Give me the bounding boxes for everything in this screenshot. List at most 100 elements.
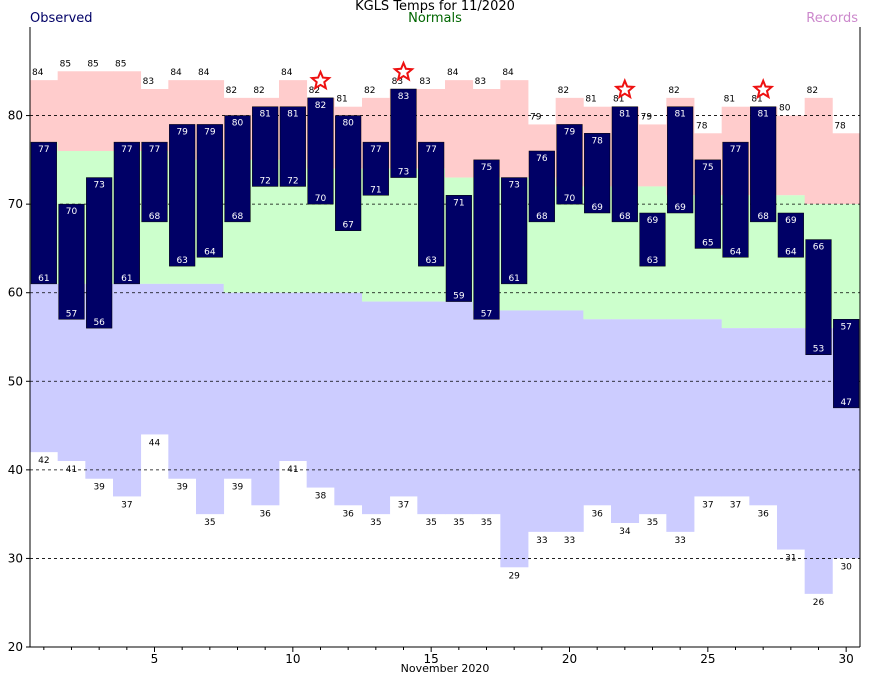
record-low-label: 42: [38, 456, 49, 466]
observed-low-label: 68: [232, 212, 244, 222]
record-low-band: [611, 319, 640, 523]
y-tick-label: 30: [8, 551, 23, 565]
record-high-band: [445, 80, 474, 178]
normal-band: [832, 204, 861, 329]
observed-bar: [390, 88, 417, 178]
observed-low-label: 57: [66, 309, 77, 319]
observed-bar: [58, 203, 85, 320]
x-tick-label: 10: [285, 652, 300, 666]
observed-high-label: 66: [813, 243, 825, 253]
record-low-label: 34: [619, 527, 631, 537]
observed-high-label: 79: [204, 127, 216, 137]
record-high-band: [113, 71, 142, 151]
record-low-label: 44: [149, 438, 161, 448]
observed-bar: [141, 141, 168, 223]
observed-low-label: 63: [425, 256, 436, 266]
record-low-label: 30: [840, 562, 852, 572]
record-low-band: [389, 301, 418, 497]
observed-bar: [667, 106, 694, 214]
record-low-label: 36: [757, 509, 769, 519]
y-tick-label: 50: [8, 374, 23, 388]
record-high-label: 83: [475, 77, 486, 87]
record-low-band: [362, 301, 391, 515]
record-high-label: 82: [807, 86, 818, 96]
record-high-label: 78: [834, 121, 846, 131]
x-tick-label: 15: [424, 652, 439, 666]
record-low-band: [196, 283, 225, 515]
observed-bar: [86, 177, 113, 329]
record-low-band: [694, 319, 723, 497]
record-high-label: 80: [779, 104, 791, 114]
normal-band: [389, 168, 418, 302]
observed-high-label: 69: [785, 216, 797, 226]
record-high-band: [85, 71, 114, 151]
observed-bar: [501, 177, 528, 285]
chart-title: KGLS Temps for 11/2020: [355, 0, 515, 14]
observed-bar: [418, 141, 445, 267]
record-low-label: 36: [259, 509, 271, 519]
observed-bar: [833, 319, 860, 409]
record-star: [392, 60, 415, 82]
observed-high-label: 57: [840, 322, 851, 332]
record-low-band: [306, 292, 335, 488]
observed-high-label: 81: [757, 110, 768, 120]
observed-low-label: 64: [204, 247, 216, 257]
record-low-label: 35: [647, 518, 658, 528]
data-labels: 77 61 84 42 70 57 85 41 73 56 85 39 77 61 85 37 77 68 83 44…: [32, 59, 852, 608]
record-low-label: 36: [342, 509, 354, 519]
record-low-band: [334, 292, 363, 506]
record-high-label: 81: [613, 95, 624, 105]
observed-bar: [750, 106, 777, 223]
record-low-band: [749, 328, 778, 506]
observed-low-label: 68: [536, 212, 548, 222]
record-high-label: 84: [32, 68, 44, 78]
observed-low-label: 71: [370, 185, 381, 195]
record-low-band: [472, 310, 501, 515]
record-low-label: 35: [425, 518, 436, 528]
record-high-label: 82: [226, 86, 237, 96]
record-high-band: [638, 124, 667, 187]
axes: 20 30 40 50 60 70 80 5 10 15 20 25 30 November 2020: [8, 27, 861, 675]
record-low-band: [223, 292, 252, 479]
observed-low-label: 69: [591, 203, 603, 213]
record-low-label: 37: [121, 500, 132, 510]
record-high-band: [140, 89, 169, 151]
y-tick-label: 80: [8, 109, 23, 123]
observed-high-label: 81: [287, 110, 298, 120]
record-low-label: 39: [93, 483, 105, 493]
record-high-label: 82: [558, 86, 569, 96]
observed-high-label: 76: [536, 154, 548, 164]
record-low-label: 41: [66, 465, 77, 475]
observed-high-label: 75: [481, 163, 492, 173]
record-high-label: 85: [60, 59, 71, 69]
y-tick-label: 20: [8, 640, 23, 654]
observed-high-label: 80: [342, 119, 354, 129]
y-tick-label: 70: [8, 197, 23, 211]
observed-bar: [584, 133, 611, 214]
observed-high-label: 77: [730, 145, 741, 155]
observed-low-label: 63: [176, 256, 187, 266]
observed-bar: [279, 106, 306, 187]
record-high-label: 82: [253, 86, 264, 96]
record-low-label: 26: [813, 598, 825, 608]
observed-bar: [196, 124, 223, 258]
record-high-label: 85: [115, 59, 126, 69]
observed-high-label: 78: [591, 136, 603, 146]
observed-bar: [362, 141, 389, 196]
record-high-label: 84: [447, 68, 459, 78]
record-low-label: 36: [591, 509, 603, 519]
record-high-label: 79: [641, 112, 653, 122]
observed-high-label: 81: [259, 110, 270, 120]
observed-high-label: 79: [176, 127, 188, 137]
record-star: [309, 69, 332, 91]
observed-low-label: 70: [564, 194, 576, 204]
observed-low-label: 61: [121, 274, 132, 284]
record-high-label: 82: [364, 86, 375, 96]
record-low-band: [113, 283, 142, 497]
observed-bar: [30, 141, 57, 285]
record-low-label: 29: [508, 571, 520, 581]
record-high-label: 84: [502, 68, 514, 78]
observed-low-label: 69: [674, 203, 686, 213]
observed-high-label: 77: [121, 145, 132, 155]
record-high-label: 83: [419, 77, 430, 87]
